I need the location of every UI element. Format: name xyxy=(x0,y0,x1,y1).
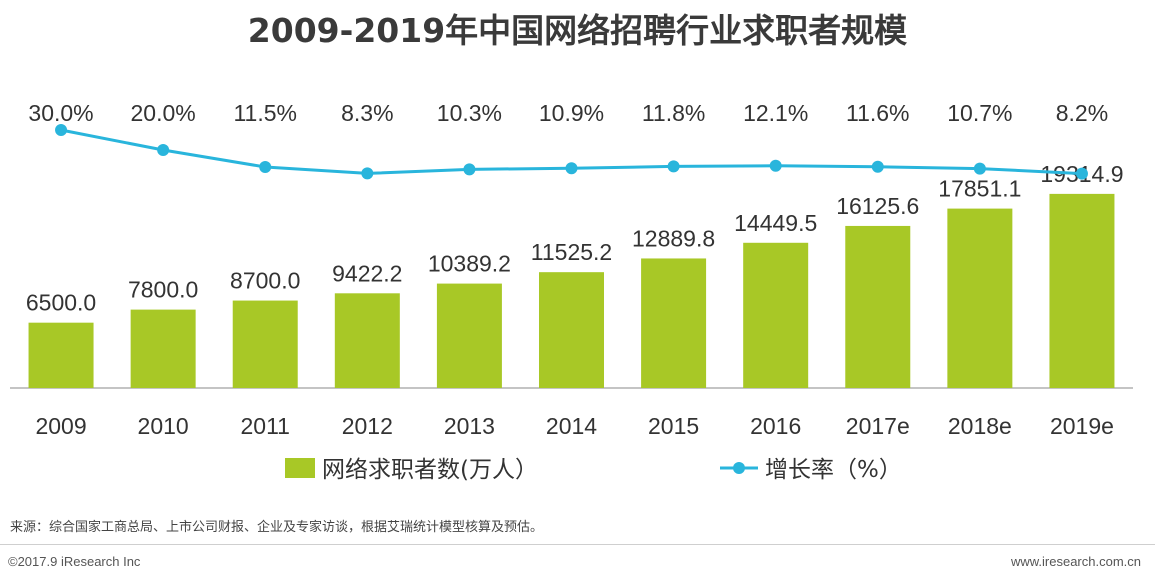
bar-2009 xyxy=(28,322,94,388)
growth-label-2016: 12.1% xyxy=(743,100,808,126)
x-tick-2018e: 2018e xyxy=(948,413,1012,439)
growth-point-2014 xyxy=(565,162,578,175)
legend-bar-swatch xyxy=(285,458,315,478)
legend-bar-label: 网络求职者数(万人） xyxy=(322,457,538,483)
growth-point-2017e xyxy=(871,160,884,173)
bar-label-2015: 12889.8 xyxy=(632,225,715,251)
growth-point-2009 xyxy=(55,124,68,136)
growth-label-2012: 8.3% xyxy=(341,100,393,126)
bar-2017e xyxy=(845,225,911,388)
bar-2016 xyxy=(743,242,809,388)
x-tick-2010: 2010 xyxy=(138,413,189,439)
growth-label-2019e: 8.2% xyxy=(1056,100,1108,126)
bar-label-2014: 11525.2 xyxy=(531,239,612,265)
bar-2014 xyxy=(539,272,604,388)
legend-line-label: 增长率（%） xyxy=(765,457,902,483)
x-tick-2017e: 2017e xyxy=(846,413,910,439)
bar-label-2012: 9422.2 xyxy=(332,260,402,286)
footer-divider xyxy=(0,544,1155,545)
chart-canvas: 6500.0 2009 7800.0 2010 8700.0 2011 9422.2 2012… xyxy=(10,100,1133,483)
bar-label-2016: 14449.5 xyxy=(734,210,817,236)
bar-label-2018e: 17851.1 xyxy=(938,176,1021,202)
copyright-text: ©2017.9 iResearch Inc xyxy=(8,554,141,569)
x-tick-2019e: 2019e xyxy=(1050,413,1114,439)
x-tick-2016: 2016 xyxy=(750,413,801,439)
website-link[interactable]: www.iresearch.com.cn xyxy=(1010,554,1141,569)
bar-2011 xyxy=(232,300,298,388)
bar-label-2009: 6500.0 xyxy=(26,290,96,316)
growth-label-2009: 30.0% xyxy=(28,100,93,126)
growth-label-2011: 11.5% xyxy=(233,100,297,126)
growth-point-2018e xyxy=(973,162,986,175)
legend-line-marker xyxy=(733,462,745,474)
bar-2010 xyxy=(130,309,196,388)
bar-label-2017e: 16125.6 xyxy=(836,193,919,219)
bar-2019e xyxy=(1049,193,1115,388)
bar-label-2011: 8700.0 xyxy=(230,268,300,294)
bar-label-2010: 7800.0 xyxy=(128,277,198,303)
growth-point-2010 xyxy=(157,144,170,156)
growth-label-2015: 11.8% xyxy=(642,100,706,126)
growth-point-2013 xyxy=(463,163,476,176)
growth-label-2014: 10.9% xyxy=(539,100,604,126)
x-tick-2009: 2009 xyxy=(35,413,86,439)
growth-label-2018e: 10.7% xyxy=(947,100,1012,126)
chart-title: 2009-2019年中国网络招聘行业求职者规模 xyxy=(247,11,908,50)
growth-label-2010: 20.0% xyxy=(131,100,196,126)
x-tick-2013: 2013 xyxy=(444,413,495,439)
growth-label-2017e: 11.6% xyxy=(846,100,910,126)
x-tick-2015: 2015 xyxy=(648,413,699,439)
x-tick-2012: 2012 xyxy=(342,413,393,439)
growth-label-2013: 10.3% xyxy=(437,100,502,126)
bar-2013 xyxy=(436,283,502,388)
growth-point-2012 xyxy=(361,167,374,180)
growth-point-2019e xyxy=(1075,167,1088,180)
bar-2018e xyxy=(947,208,1013,388)
bar-2012 xyxy=(334,293,400,388)
growth-point-2011 xyxy=(259,161,272,173)
growth-point-2016 xyxy=(769,159,782,172)
source-note: 来源：综合国家工商总局、上市公司财报、企业及专家访谈，根据艾瑞统计模型核算及预估… xyxy=(10,520,544,535)
bar-2015 xyxy=(641,258,707,388)
x-tick-2011: 2011 xyxy=(240,413,289,439)
growth-point-2015 xyxy=(667,160,680,173)
bar-label-2013: 10389.2 xyxy=(428,251,511,277)
x-tick-2014: 2014 xyxy=(546,413,597,439)
